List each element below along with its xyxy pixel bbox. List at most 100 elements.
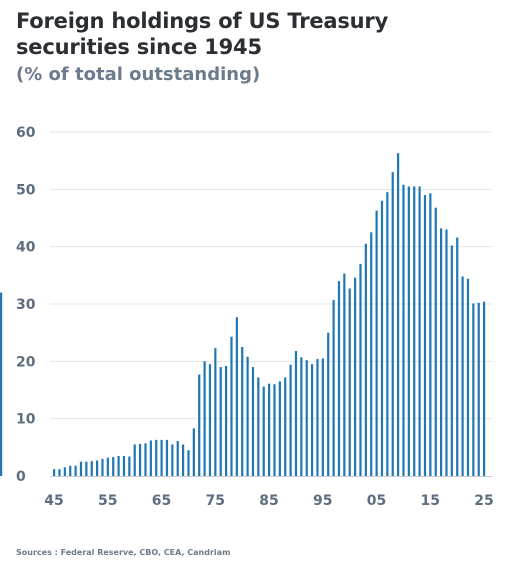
bar xyxy=(128,456,131,476)
y-tick-label: 10 xyxy=(16,412,36,428)
bar xyxy=(354,277,357,476)
bar xyxy=(122,455,126,476)
bar xyxy=(53,469,56,476)
bar xyxy=(343,273,346,476)
bar xyxy=(139,443,142,476)
bar xyxy=(483,301,486,476)
bar xyxy=(348,288,351,476)
bar xyxy=(208,364,212,476)
gridlines xyxy=(50,131,492,420)
bar xyxy=(155,439,158,476)
bar xyxy=(144,443,147,476)
bar xyxy=(278,381,281,476)
bar xyxy=(375,210,378,476)
bar xyxy=(370,232,373,476)
bar xyxy=(364,243,367,476)
bar xyxy=(241,347,244,476)
bar xyxy=(187,450,190,476)
bar xyxy=(63,467,66,476)
bar xyxy=(74,465,77,476)
x-tick-label: 15 xyxy=(421,493,440,509)
bar xyxy=(466,278,470,476)
bars xyxy=(0,153,486,477)
bar xyxy=(69,465,72,476)
y-axis: 0 10 20 30 40 50 60 xyxy=(16,125,36,485)
bar xyxy=(219,367,222,476)
bar xyxy=(316,359,319,476)
bar xyxy=(101,458,104,476)
bar xyxy=(477,302,480,476)
bar xyxy=(133,444,136,476)
bar xyxy=(429,193,432,476)
bar xyxy=(192,428,195,476)
bar xyxy=(182,444,185,476)
x-tick-label: 85 xyxy=(259,493,278,509)
x-tick-label: 45 xyxy=(44,493,63,509)
bar xyxy=(58,469,61,476)
bar xyxy=(472,303,475,476)
y-tick-label: 40 xyxy=(16,240,36,256)
bar xyxy=(391,172,394,476)
bar xyxy=(332,299,335,476)
bar xyxy=(289,364,292,476)
y-tick-label: 50 xyxy=(16,182,36,198)
bar xyxy=(214,348,217,476)
bar xyxy=(456,237,459,476)
bar xyxy=(337,281,341,476)
bar xyxy=(230,336,233,476)
bar xyxy=(0,292,3,476)
bar xyxy=(418,186,421,476)
bar xyxy=(359,263,362,476)
bar xyxy=(450,245,453,476)
bar xyxy=(262,386,265,476)
source-note: Sources : Federal Reserve, CBO, CEA, Can… xyxy=(16,548,231,557)
bar xyxy=(434,207,437,476)
bar xyxy=(284,377,287,476)
bar xyxy=(386,192,389,476)
x-tick-label: 55 xyxy=(98,493,117,509)
bar xyxy=(445,229,448,476)
bar xyxy=(440,228,443,476)
bar xyxy=(90,461,93,476)
bar xyxy=(79,461,83,476)
bar xyxy=(268,383,271,476)
bar xyxy=(311,364,314,476)
bar xyxy=(198,374,201,476)
bar xyxy=(85,461,88,476)
bar xyxy=(321,358,324,476)
chart-title: Foreign holdings of US Treasury securiti… xyxy=(16,9,389,59)
bar xyxy=(171,444,174,476)
bar xyxy=(149,440,152,476)
bar xyxy=(294,351,298,476)
bar xyxy=(112,457,115,476)
x-tick-label: 75 xyxy=(206,493,225,509)
bar xyxy=(257,377,260,476)
bar xyxy=(273,384,276,476)
bar xyxy=(327,332,330,476)
x-tick-label: 05 xyxy=(367,493,386,509)
bar xyxy=(397,153,400,477)
bar xyxy=(380,200,384,477)
bar xyxy=(203,361,206,476)
x-tick-label: 65 xyxy=(152,493,171,509)
chart-subtitle: (% of total outstanding) xyxy=(16,64,261,85)
x-tick-label: 95 xyxy=(313,493,332,509)
bar xyxy=(176,441,179,476)
bar xyxy=(106,457,109,476)
x-tick-label: 25 xyxy=(474,493,493,509)
bar xyxy=(251,367,255,476)
bar xyxy=(160,439,163,476)
bar xyxy=(402,184,405,476)
y-tick-label: 20 xyxy=(16,354,36,370)
bar xyxy=(461,276,464,476)
bar xyxy=(225,365,228,476)
bar xyxy=(117,455,120,476)
x-axis: 45 55 65 75 85 95 05 15 25 xyxy=(44,476,494,509)
bar xyxy=(407,186,410,476)
bar xyxy=(165,439,169,476)
bar xyxy=(235,317,238,476)
y-tick-label: 30 xyxy=(16,297,36,313)
bar xyxy=(423,195,427,477)
y-tick-label: 60 xyxy=(16,125,36,141)
